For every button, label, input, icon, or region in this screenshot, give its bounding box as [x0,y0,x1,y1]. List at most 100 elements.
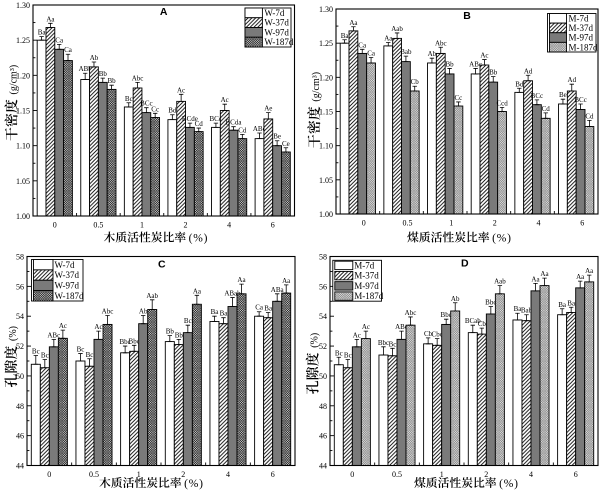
svg-text:Ab: Ab [90,54,99,62]
svg-text:W-37d: W-37d [55,270,80,280]
svg-text:Ac: Ac [353,331,361,339]
svg-text:44: 44 [16,462,24,471]
svg-text:Bbc: Bbc [129,337,140,345]
svg-text:1.00: 1.00 [16,212,30,221]
svg-text:BCc: BCc [574,96,586,104]
svg-text:50: 50 [16,372,24,381]
svg-text:Ac: Ac [94,323,102,331]
svg-text:Aab: Aab [391,25,403,33]
svg-text:Ccd: Ccd [496,99,508,107]
svg-text:Ac: Ac [59,322,67,330]
svg-text:BCd: BCd [209,115,222,123]
svg-text:1: 1 [140,221,144,230]
svg-text:Bd: Bd [515,80,524,88]
svg-text:Aa: Aa [576,273,585,281]
svg-text:1.15: 1.15 [16,107,30,116]
svg-text:M-37d: M-37d [569,23,594,33]
svg-text:56: 56 [16,282,24,291]
svg-text:W-37d: W-37d [264,18,289,28]
svg-text:Be: Be [273,133,281,141]
svg-text:Ba: Ba [38,29,47,37]
svg-text:Bb: Bb [446,60,455,68]
svg-text:Aa: Aa [384,35,393,43]
svg-text:BCda: BCda [226,119,243,127]
svg-text:ABa: ABa [271,286,285,294]
svg-text:Cbc: Cbc [432,331,443,339]
svg-text:C: C [158,259,166,271]
svg-text:Cb: Cb [478,320,487,328]
svg-text:2: 2 [484,470,488,479]
svg-text:Ca: Ca [64,46,73,54]
svg-text:W-7d: W-7d [55,260,75,270]
svg-text:46: 46 [319,432,327,441]
svg-text:Bc: Bc [41,352,49,360]
svg-text:M-37d: M-37d [354,271,379,281]
svg-text:Bc: Bc [77,346,85,354]
svg-text:ABc: ABc [47,331,60,339]
svg-text:1.25: 1.25 [319,39,333,48]
svg-text:58: 58 [319,253,327,262]
svg-text:Ba: Ba [211,308,220,316]
svg-text:Aa: Aa [349,19,358,27]
svg-text:4: 4 [537,219,541,228]
svg-text:Ba: Ba [264,305,273,313]
svg-text:0: 0 [350,470,354,479]
svg-text:Aa: Aa [282,277,291,285]
svg-text:52: 52 [319,342,327,351]
svg-text:Cd: Cd [542,105,551,113]
svg-text:Aa: Aa [237,276,246,284]
svg-text:4: 4 [226,470,230,479]
svg-text:Bbc: Bbc [119,338,130,346]
svg-text:(%): (%) [8,326,19,341]
svg-text:Ba: Ba [220,310,229,318]
svg-text:M-7d: M-7d [569,13,589,23]
svg-text:4: 4 [227,221,231,230]
svg-text:0: 0 [53,221,57,230]
svg-text:Bbc: Bbc [485,299,496,307]
svg-text:Cb: Cb [424,330,433,338]
svg-text:M-187d: M-187d [354,291,383,301]
svg-text:Ba: Ba [567,299,576,307]
svg-text:2: 2 [181,470,185,479]
svg-text:2: 2 [493,219,497,228]
svg-text:M-7d: M-7d [354,261,374,271]
svg-text:Bb: Bb [99,70,108,78]
svg-text:Ad: Ad [568,76,577,84]
svg-text:Ab: Ab [139,308,148,316]
svg-text:Aa: Aa [193,287,202,295]
svg-text:BCde: BCde [182,115,198,123]
svg-text:Bbc: Bbc [441,311,452,319]
svg-text:46: 46 [16,432,24,441]
svg-text:Aa: Aa [540,270,549,278]
svg-text:0: 0 [47,470,51,479]
svg-text:1.05: 1.05 [16,177,30,186]
svg-text:1.30: 1.30 [16,1,30,10]
svg-text:A: A [160,6,168,18]
svg-text:Ab: Ab [451,295,460,303]
svg-text:Bab: Bab [400,48,412,56]
svg-text:Bbc: Bbc [378,339,389,347]
svg-text:Aab: Aab [494,278,506,286]
svg-text:44: 44 [319,462,327,471]
svg-text:Ca: Ca [255,304,264,312]
svg-text:Ad: Ad [524,67,533,75]
svg-text:Ac: Ac [362,323,370,331]
svg-text:1.00: 1.00 [319,210,333,219]
svg-text:BCab: BCab [465,317,481,325]
svg-text:(%): (%) [492,233,512,245]
svg-text:0: 0 [362,219,366,228]
svg-text:Ba: Ba [341,32,350,40]
svg-text:Ba: Ba [514,305,523,313]
svg-text:Be: Be [559,91,567,99]
svg-text:58: 58 [16,253,24,262]
svg-text:ABb: ABb [79,65,93,73]
svg-text:1.25: 1.25 [16,36,30,45]
svg-text:0.5: 0.5 [392,470,402,479]
svg-text:(g/cm³): (g/cm³) [311,72,322,102]
svg-text:Bb: Bb [175,331,184,339]
svg-text:Bc: Bc [335,349,343,357]
svg-text:Ab: Ab [428,50,437,58]
svg-text:Aa: Aa [46,15,55,23]
svg-text:Aa: Aa [585,267,594,275]
svg-text:54: 54 [16,312,24,321]
